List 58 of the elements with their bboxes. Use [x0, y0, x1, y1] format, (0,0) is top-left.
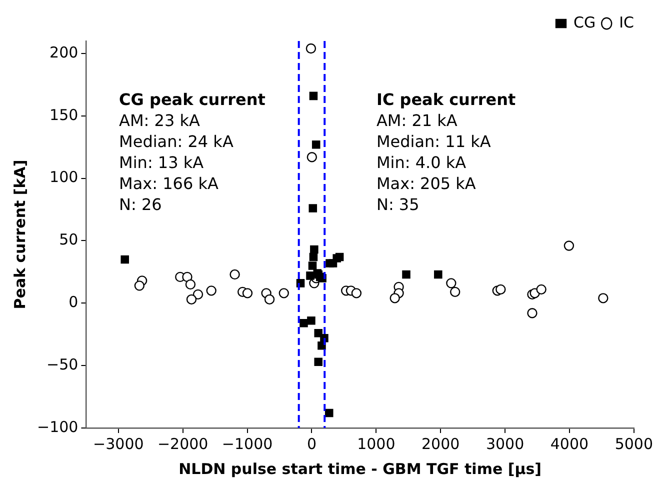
point [306, 43, 316, 54]
y-tick-label: 50 [59, 230, 78, 249]
x-tick-label: 2000 [422, 434, 460, 453]
y-axis-title: Peak current [kA] [10, 160, 29, 310]
legend-label: IC [619, 13, 634, 32]
annotation: IC peak current AM: 21 kA Median: 11 kA Min: 4.0 kA Max: 205 kA N: 35 [376, 90, 516, 214]
point [450, 286, 460, 298]
point [351, 288, 362, 298]
point [264, 294, 275, 305]
point [186, 294, 197, 305]
x-axis-title: NLDN pulse start time - GBM TGF time [μs] [178, 460, 542, 478]
legend-label: CG [574, 13, 596, 32]
x-tick-label: 1000 [357, 434, 396, 453]
point [308, 262, 317, 270]
y-tick-label: −100 [36, 418, 78, 436]
point [306, 152, 318, 162]
y-tick-label: 0 [68, 293, 78, 312]
x-tick-label: 3000 [486, 434, 524, 453]
point [309, 252, 318, 262]
point [120, 255, 129, 264]
point [185, 279, 196, 290]
x-tick-label: 4000 [550, 434, 589, 453]
point [300, 319, 308, 328]
point [192, 289, 204, 300]
point [536, 284, 546, 295]
point [134, 280, 145, 291]
x-tick-label: −3000 [93, 434, 144, 453]
x-tick-label: 5000 [614, 434, 654, 453]
point [598, 293, 608, 304]
y-tick-label: 200 [50, 43, 78, 62]
y-tick-label: −50 [46, 355, 78, 374]
point [564, 240, 574, 251]
x-tick-label: −1000 [222, 434, 273, 453]
point [307, 316, 316, 325]
annotation: CG peak current AM: 23 kA Median: 24 kA Min: 13 kA Max: 166 kA N: 26 [119, 90, 266, 214]
point [306, 272, 314, 280]
point [230, 269, 240, 280]
y-tick-label: 150 [50, 106, 78, 124]
point [390, 293, 400, 304]
point [310, 245, 318, 254]
point [206, 286, 216, 296]
point [309, 92, 318, 100]
point [402, 270, 410, 279]
y-tick-label: 100 [50, 168, 78, 186]
point [335, 252, 344, 262]
point [312, 140, 320, 149]
point [316, 272, 324, 282]
point [308, 204, 318, 212]
point [527, 308, 538, 318]
point [324, 408, 334, 418]
point [278, 288, 289, 298]
point [314, 358, 322, 366]
point [434, 270, 442, 279]
point [496, 284, 506, 295]
point [242, 288, 253, 298]
x-tick-label: −2000 [157, 434, 208, 453]
point [446, 278, 456, 288]
x-tick-label: 0 [306, 434, 316, 453]
